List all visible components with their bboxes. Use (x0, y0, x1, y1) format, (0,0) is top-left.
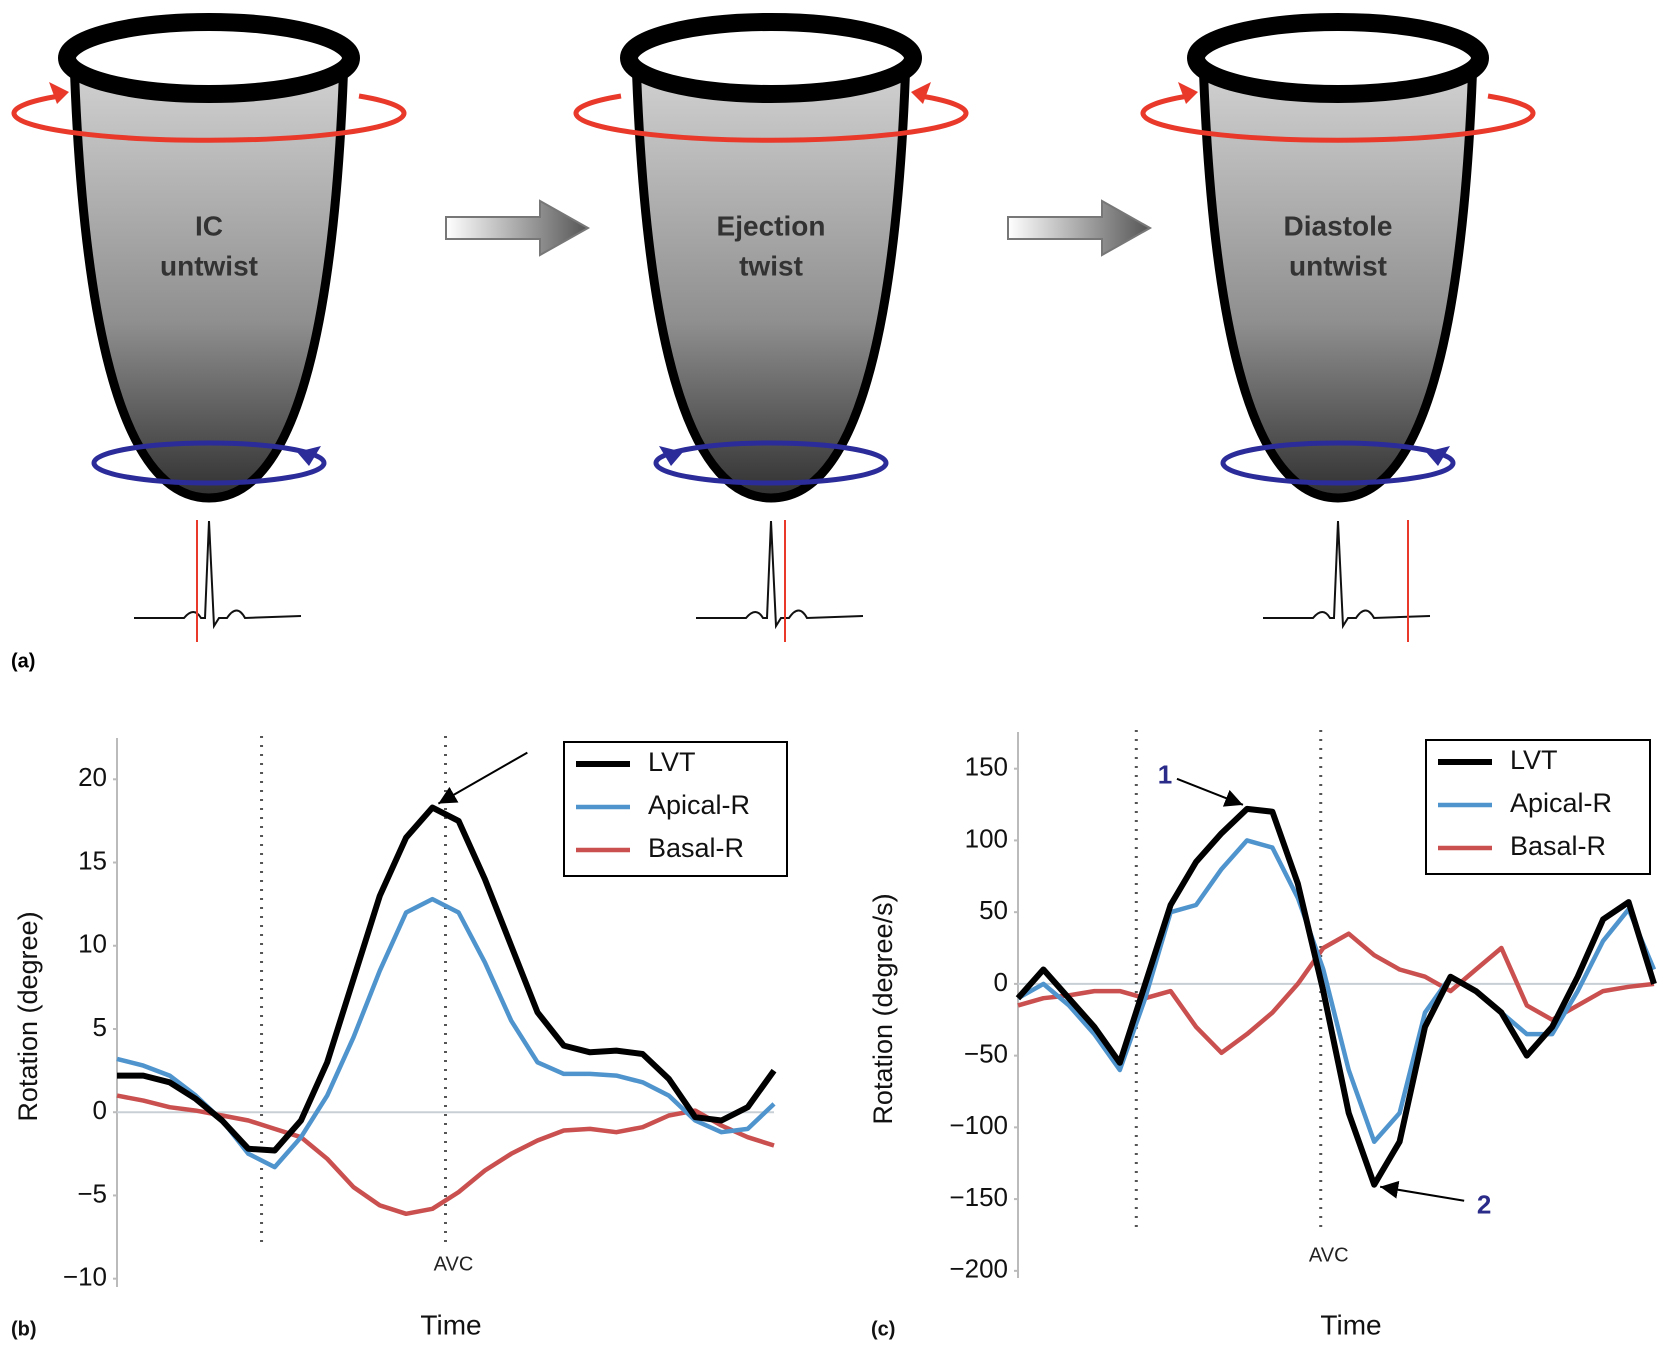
apex-rotation (1220, 440, 1456, 486)
x-axis-label: Time (420, 1309, 481, 1340)
annotation-arrow (1176, 777, 1244, 807)
stage-label: Diastole (1284, 210, 1393, 241)
stage-label: IC (195, 210, 223, 241)
y-tick-label: −10 (63, 1262, 107, 1292)
y-tick-label: −200 (949, 1254, 1008, 1284)
y-tick-label: 150 (965, 752, 1008, 782)
legend-label: Basal-R (1510, 831, 1606, 861)
ecg-trace (696, 520, 864, 630)
base-rotation (1140, 93, 1536, 143)
ventricle-body (1198, 53, 1478, 503)
legend-label: Basal-R (648, 833, 744, 863)
rim (58, 13, 360, 103)
legend-label: Apical-R (1510, 788, 1612, 818)
panel-label: (c) (871, 1318, 895, 1340)
panel-label: (a) (11, 650, 35, 672)
base-arrowhead (911, 82, 931, 104)
apex-rotation (653, 440, 889, 486)
event-label: AVC (1309, 1244, 1349, 1266)
apex-arrowhead (659, 446, 683, 466)
ventricle-stage: Ejection twist (573, 13, 969, 642)
base-arrowhead (49, 82, 69, 104)
legend-label: LVT (648, 747, 696, 777)
annotation-arrow (437, 751, 528, 805)
series-line (1015, 805, 1657, 1188)
ventricle-body (69, 53, 349, 503)
ventricle-stage: IC untwist (11, 13, 407, 642)
legend-label: LVT (1510, 745, 1558, 775)
ecg-trace (134, 520, 302, 630)
stage-arrow (445, 199, 591, 257)
stage-label: untwist (160, 250, 258, 281)
y-tick-label: 100 (965, 823, 1008, 853)
annotation-label: 1 (1158, 760, 1172, 790)
y-tick-label: −5 (77, 1178, 107, 1208)
series-line (117, 804, 777, 1154)
event-label: AVC (434, 1253, 474, 1275)
base-rotation (573, 93, 969, 143)
y-tick-label: −50 (964, 1039, 1008, 1069)
annotation-label: 2 (1477, 1190, 1491, 1220)
stage-arrow (1007, 199, 1153, 257)
y-tick-label: 50 (979, 895, 1008, 925)
ventricle-body (631, 53, 911, 503)
series-line (1017, 931, 1655, 1056)
series-line (116, 1093, 775, 1217)
panel-label: (b) (11, 1318, 37, 1340)
apex-rotation (91, 440, 327, 486)
legend-label: Apical-R (648, 790, 750, 820)
annotation-arrow (1379, 1180, 1465, 1202)
base-arrowhead (1178, 82, 1198, 104)
y-tick-label: 5 (93, 1012, 107, 1042)
y-tick-label: 0 (994, 967, 1008, 997)
stage-label: Ejection (717, 210, 826, 241)
y-tick-label: −150 (949, 1182, 1008, 1212)
stage-label: untwist (1289, 250, 1387, 281)
y-axis-label: Rotation (degree/s) (868, 893, 898, 1124)
ecg-trace (1263, 520, 1431, 630)
apex-arrowhead (1426, 446, 1450, 466)
rim (1187, 13, 1489, 103)
x-axis-label: Time (1320, 1309, 1381, 1340)
y-axis-label: Rotation (degree) (13, 911, 43, 1121)
stage-label: twist (739, 250, 803, 281)
y-tick-label: 0 (93, 1095, 107, 1125)
base-rotation (11, 93, 407, 143)
apex-arrowhead (297, 446, 321, 466)
y-tick-label: 20 (78, 762, 107, 792)
y-tick-label: −100 (949, 1110, 1008, 1140)
rim (620, 13, 922, 103)
y-tick-label: 15 (78, 845, 107, 875)
y-tick-label: 10 (78, 929, 107, 959)
ventricle-stage: Diastole untwist (1140, 13, 1536, 642)
